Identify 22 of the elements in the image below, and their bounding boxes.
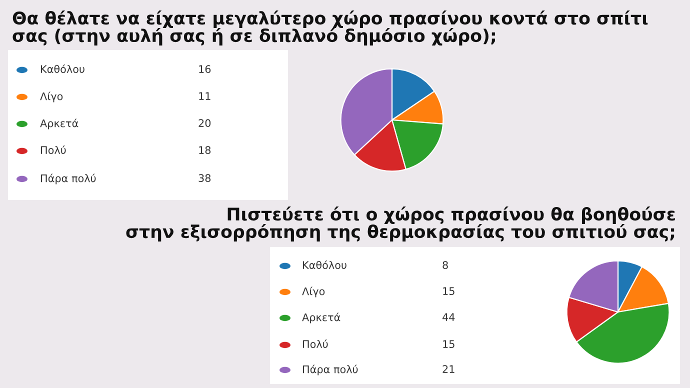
legend-label: Καθόλου: [41, 64, 84, 74]
legend-label: Αρκετά: [40, 118, 78, 130]
legend-label: Λίγο: [40, 92, 63, 102]
data-label: 16: [199, 65, 211, 74]
data-label: 44: [442, 313, 455, 321]
legend-label: Πάρα πολύ: [41, 174, 96, 184]
data-label: 20: [198, 119, 211, 128]
legend-label: Πάρα πολύ: [303, 364, 358, 376]
data-label: 15: [443, 340, 454, 348]
data-label: 15: [443, 287, 454, 296]
data-label: 8: [442, 261, 448, 270]
chart-title: Θα θέλατε να είχατε μεγαλύτερο χώρο πρασίνου κοντά στο σπίτι σας (στην αυλή σας ή σε διπλανό δημόσιο χώρο);: [12, 10, 648, 46]
chart-title: Πιστεύετε ότι ο χώρος πρασίνου θα βοηθούσε στην εξισορρόπηση της θερμοκρασίας του σπιτιού σας;: [126, 206, 675, 242]
data-label: 21: [442, 365, 454, 373]
data-label: 11: [199, 92, 210, 100]
legend-label: Αρκετά: [302, 312, 340, 324]
legend-label: Λίγο: [302, 286, 325, 298]
legend-label: Πολύ: [303, 340, 328, 348]
legend-label: Καθόλου: [303, 260, 346, 270]
data-label: 18: [199, 146, 211, 154]
data-label: 38: [198, 174, 211, 182]
legend-label: Πολύ: [41, 146, 66, 154]
